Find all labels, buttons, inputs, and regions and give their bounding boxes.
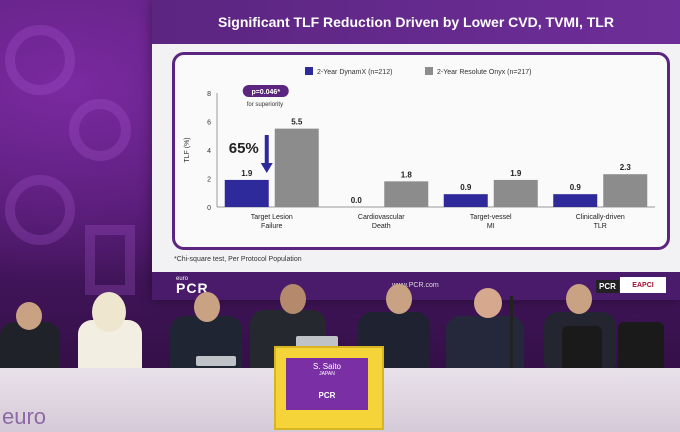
- eapci-logo: EAPCI: [620, 277, 666, 293]
- y-tick-label: 0: [207, 205, 211, 212]
- legend-label: 2-Year Resolute Onyx (n=217): [437, 69, 532, 76]
- bar: [274, 128, 319, 207]
- bar: [603, 174, 648, 207]
- data-label: 1.9: [241, 169, 253, 178]
- bar: [493, 179, 538, 207]
- legend-swatch: [425, 67, 433, 75]
- logo-pcr: PCR: [176, 280, 209, 296]
- bar-chart: 0 2 4 6 8 TLF (%) 2-Year DynamX (n=212) 2-Year …: [184, 67, 655, 230]
- reduction-label: 65%: [229, 140, 259, 157]
- y-axis-label: TLF (%): [184, 137, 191, 162]
- chart-frame: 0 2 4 6 8 TLF (%) 2-Year DynamX (n=212) 2-Year …: [172, 52, 670, 250]
- category-label: Target Lesion: [251, 214, 293, 221]
- slide-title: Significant TLF Reduction Driven by Lowe…: [152, 0, 680, 44]
- projection-screen: Significant TLF Reduction Driven by Lowe…: [152, 0, 680, 300]
- y-tick-label: 2: [207, 177, 211, 184]
- pvalue-sub: for superiority: [247, 102, 283, 108]
- data-label: 0.0: [351, 196, 363, 205]
- data-label: 2.3: [620, 163, 632, 172]
- bar: [553, 194, 598, 207]
- bar: [384, 181, 429, 207]
- pvalue-label: p=0.046*: [251, 89, 280, 96]
- data-label: 1.9: [510, 169, 522, 178]
- speaker-country: JAPAN: [319, 371, 335, 377]
- reduction-arrow: [260, 135, 273, 173]
- microphone-stand: [510, 296, 513, 432]
- data-label: 0.9: [460, 183, 472, 192]
- category-label: TLR: [594, 223, 607, 230]
- podium-screen: S. Saito JAPAN PCR: [286, 358, 368, 410]
- data-label: 0.9: [570, 183, 582, 192]
- y-tick-label: 8: [207, 91, 211, 98]
- data-label: 5.5: [291, 118, 303, 127]
- europcr-logo: euro PCR: [176, 276, 209, 296]
- legend-label: 2-Year DynamX (n=212): [317, 69, 392, 76]
- pvalue-pill: [242, 85, 289, 97]
- category-label: MI: [487, 223, 495, 230]
- category-label: Death: [372, 223, 391, 230]
- logo-euro: euro: [176, 276, 189, 282]
- bar: [443, 194, 488, 207]
- background-pattern: [5, 25, 135, 295]
- category-label: Cardiovascular: [358, 214, 405, 221]
- pcr-badge: PCR: [596, 280, 619, 293]
- legend-swatch: [305, 67, 313, 75]
- bar: [224, 179, 269, 207]
- y-tick-label: 6: [207, 120, 211, 127]
- y-tick-label: 4: [207, 148, 211, 155]
- category-label: Clinically-driven: [576, 214, 625, 221]
- slide-url: www.PCR.com: [392, 282, 439, 289]
- category-label: Failure: [261, 223, 283, 230]
- podium-badge: PCR: [318, 391, 336, 400]
- category-label: Target-vessel: [470, 214, 512, 221]
- slide-footer: [152, 272, 680, 300]
- tablet: [196, 356, 236, 366]
- speaker-name: S. Saito: [312, 362, 341, 371]
- data-label: 1.8: [401, 170, 413, 179]
- table-euro-text: euro: [2, 404, 47, 429]
- footnote: *Chi-square test, Per Protocol Populatio…: [174, 256, 302, 263]
